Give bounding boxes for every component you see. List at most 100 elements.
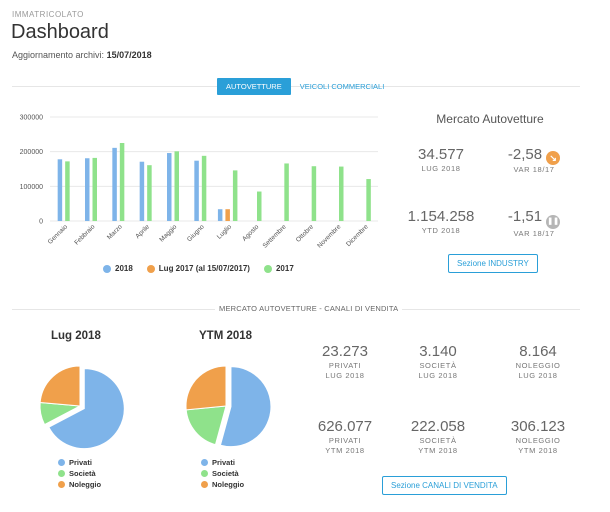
pie-slice-privati[interactable]: [219, 366, 272, 448]
legend-label-lug-2017: Lug 2017 (al 15/07/2017): [158, 264, 250, 273]
bar-2018[interactable]: [217, 209, 223, 221]
pie-legend-item-societa[interactable]: Società: [201, 468, 244, 479]
stat-period: LUG 2018: [418, 371, 458, 380]
bar-2018[interactable]: [167, 153, 172, 221]
page-eyebrow: IMMATRICOLATO: [12, 10, 84, 19]
bar-2018[interactable]: [85, 158, 90, 221]
legend-dot-2017: [263, 264, 272, 273]
stat-lug-societa: 3.140 SOCIETÀ LUG 2018: [398, 343, 478, 381]
pie-legend-ytm-2018: Privati Società Noleggio: [201, 457, 244, 490]
y-tick-label: 300000: [20, 115, 43, 122]
stat-period: LUG 2018: [325, 371, 365, 380]
x-tick-label: Gennaio: [47, 223, 70, 246]
pie-legend-item-noleggio[interactable]: Noleggio: [58, 479, 101, 490]
x-tick-label: Dicembre: [345, 223, 370, 248]
pie-slice-privati[interactable]: [48, 368, 125, 450]
stat-ytm-noleggio: 306.123 NOLEGGIO YTM 2018: [498, 418, 578, 456]
stat-ytm-societa: 222.058 SOCIETÀ YTM 2018: [398, 418, 478, 456]
vehicle-tabs: AUTOVETTURE VEICOLI COMMERCIALI: [217, 78, 393, 95]
stat-value: 3.140: [419, 343, 457, 360]
monthly-registrations-chart: 300000 200000 100000 0 Gennaio Febbraio Marzo A…: [20, 115, 378, 250]
market-ytd-var-value: -1,51: [507, 208, 543, 225]
pie-legend-lug-2018: Privati Società Noleggio: [58, 457, 101, 490]
stat-period: YTM 2018: [325, 446, 365, 455]
legend-item-2018[interactable]: 2018: [103, 264, 133, 273]
pie-legend-label: Noleggio: [212, 480, 245, 489]
legend-dot-privati: [201, 459, 208, 466]
bar-2017[interactable]: [65, 161, 70, 221]
pie-slice-noleggio[interactable]: [39, 365, 81, 407]
stat-period: LUG 2018: [518, 371, 558, 380]
pie-legend-item-noleggio[interactable]: Noleggio: [201, 479, 244, 490]
tab-veicoli-commerciali[interactable]: VEICOLI COMMERCIALI: [299, 82, 385, 91]
stat-period: YTM 2018: [518, 446, 558, 455]
bar-2018[interactable]: [112, 147, 117, 221]
x-tick-label: Ottobre: [295, 223, 316, 244]
stat-value: 23.273: [322, 343, 368, 360]
chart-legend: 2018 Lug 2017 (al 15/07/2017) 2017: [103, 264, 294, 273]
x-tick-label: Aprile: [134, 223, 151, 240]
x-tick-label: Maggio: [158, 223, 178, 243]
pie-legend-label: Società: [69, 469, 96, 478]
stat-label: SOCIETÀ: [419, 361, 457, 370]
tab-autovetture[interactable]: AUTOVETTURE: [217, 78, 291, 95]
top-divider: [12, 86, 580, 87]
bar-2017[interactable]: [311, 166, 317, 221]
x-tick-label: Febbraio: [73, 223, 96, 246]
stat-label: PRIVATI: [328, 361, 362, 370]
stat-ytm-privati: 626.077 PRIVATI YTM 2018: [305, 418, 385, 456]
legend-dot-noleggio: [58, 481, 65, 488]
x-tick-label: Novembre: [316, 223, 342, 249]
bar-2017[interactable]: [339, 166, 344, 221]
bar-2017[interactable]: [92, 157, 98, 221]
legend-label-2018: 2018: [115, 264, 133, 273]
pie-title-lug-2018: Lug 2018: [51, 330, 101, 342]
sales-channels-section-button[interactable]: Sezione CANALI DI VENDITA: [382, 476, 507, 495]
market-month-value: 34.577: [418, 146, 464, 163]
legend-item-lug-2017[interactable]: Lug 2017 (al 15/07/2017): [146, 264, 250, 273]
x-tick-label: Settembre: [262, 223, 288, 249]
bar-2017[interactable]: [201, 155, 207, 221]
stat-label: PRIVATI: [328, 436, 362, 445]
pie-legend-label: Società: [212, 469, 239, 478]
market-month-var-label: VAR 18/17: [513, 165, 555, 174]
y-tick-label: 100000: [20, 184, 43, 191]
bar-2017[interactable]: [174, 151, 180, 221]
bar-2017[interactable]: [119, 143, 125, 221]
archive-update-date: 15/07/2018: [106, 50, 152, 60]
pie-legend-item-privati[interactable]: Privati: [58, 457, 101, 468]
legend-dot-privati: [58, 459, 65, 466]
industry-section-button[interactable]: Sezione INDUSTRY: [448, 254, 538, 273]
stat-value: 626.077: [317, 418, 373, 435]
stat-value: 222.058: [410, 418, 466, 435]
market-month-stat: 34.577 LUG 2018: [398, 146, 484, 174]
pie-slice-societa[interactable]: [185, 405, 227, 446]
pie-title-ytm-2018: YTM 2018: [199, 330, 253, 342]
archive-update-info: Aggiornamento archivi: 15/07/2018: [12, 50, 152, 60]
pie-legend-label: Noleggio: [69, 480, 102, 489]
bar-2017[interactable]: [284, 163, 289, 221]
archive-update-label: Aggiornamento archivi:: [12, 50, 105, 60]
bar-2017[interactable]: [232, 170, 238, 221]
pie-legend-item-societa[interactable]: Società: [58, 468, 101, 479]
bar-2017[interactable]: [147, 165, 152, 221]
bar-lug[interactable]: [225, 209, 230, 221]
bar-2018[interactable]: [57, 159, 63, 221]
legend-dot-societa: [201, 470, 208, 477]
bar-2018[interactable]: [194, 160, 199, 221]
x-tick-label: Luglio: [216, 223, 233, 240]
legend-item-2017[interactable]: 2017: [263, 264, 294, 273]
y-tick-label: 0: [39, 219, 43, 226]
legend-dot-2018: [103, 264, 111, 273]
legend-label-2017: 2017: [275, 264, 294, 273]
market-ytd-var-label: VAR 18/17: [513, 229, 555, 238]
market-ytd-label: YTD 2018: [421, 226, 461, 235]
pie-legend-item-privati[interactable]: Privati: [201, 457, 244, 468]
pie-slice-noleggio[interactable]: [185, 365, 227, 411]
bar-2017[interactable]: [366, 179, 371, 221]
bar-2017[interactable]: [257, 191, 262, 221]
stat-lug-noleggio: 8.164 NOLEGGIO LUG 2018: [498, 343, 578, 381]
bar-2018[interactable]: [139, 161, 145, 221]
market-ytd-var-stat: -1,51 ❚❚ VAR 18/17: [492, 208, 576, 239]
market-month-var-value: -2,58: [507, 146, 543, 163]
